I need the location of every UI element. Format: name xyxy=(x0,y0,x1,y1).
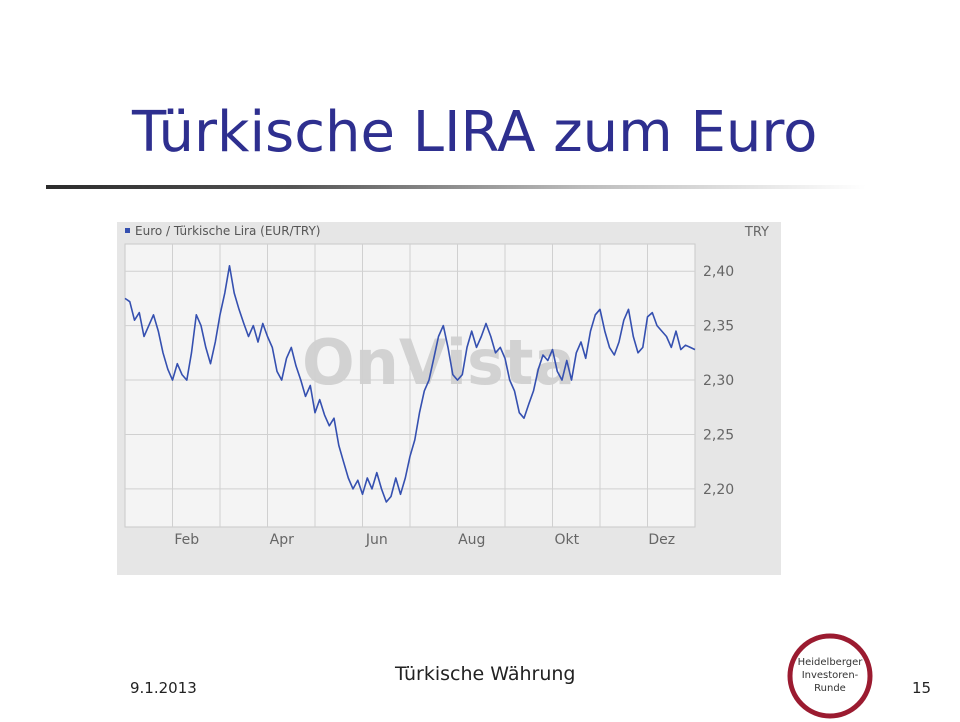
x-tick-labels: Feb Apr Jun Aug Okt Dez xyxy=(174,532,675,548)
x-gridlines xyxy=(172,244,648,527)
y-tick-label: 2,30 xyxy=(703,373,734,389)
x-tick-label: Apr xyxy=(270,532,294,548)
legend-series-label: Euro / Türkische Lira (EUR/TRY) xyxy=(135,224,321,238)
heidelberger-investoren-runde-logo: Heidelberger Investoren- Runde xyxy=(787,633,873,719)
y-tick-label: 2,35 xyxy=(703,319,734,335)
y-tick-label: 2,25 xyxy=(703,427,734,443)
y-unit-label: TRY xyxy=(744,225,769,240)
slide-title: Türkische LIRA zum Euro xyxy=(132,100,818,165)
legend-marker xyxy=(125,228,130,233)
y-tick-label: 2,40 xyxy=(703,264,734,280)
footer-date: 9.1.2013 xyxy=(130,679,197,697)
logo-line-3: Runde xyxy=(814,683,846,694)
series-line-eur-try xyxy=(124,264,696,503)
x-tick-label: Aug xyxy=(458,532,485,548)
x-tick-label: Dez xyxy=(648,532,675,548)
exchange-rate-chart: Euro / Türkische Lira (EUR/TRY) TRY OnVi… xyxy=(117,222,781,575)
x-tick-label: Jun xyxy=(365,532,388,548)
y-tick-label: 2,20 xyxy=(703,482,734,498)
logo-line-1: Heidelberger xyxy=(798,657,864,668)
x-tick-label: Feb xyxy=(174,532,199,548)
logo-line-2: Investoren- xyxy=(802,670,859,681)
page-number: 15 xyxy=(912,679,932,697)
title-underline xyxy=(46,185,866,189)
x-tick-label: Okt xyxy=(554,532,579,548)
logo-ring xyxy=(787,633,873,719)
y-tick-labels: 2,40 2,35 2,30 2,25 2,20 xyxy=(703,264,734,498)
footer-title: Türkische Währung xyxy=(395,663,576,685)
